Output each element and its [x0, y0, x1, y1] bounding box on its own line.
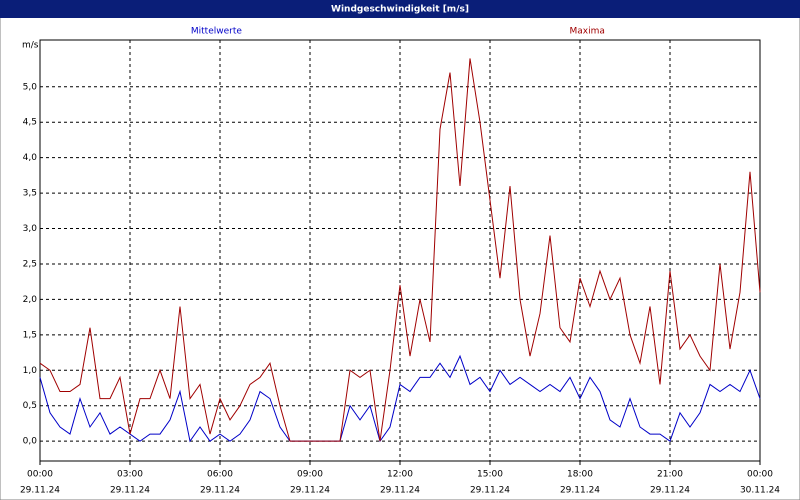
x-tick-label: 03:00 — [117, 470, 143, 480]
y-tick-label: 2,0 — [23, 295, 38, 305]
y-tick-label: 0,5 — [23, 401, 37, 411]
y-tick-label: 2,5 — [23, 259, 37, 269]
x-tick-label: 29.11.24 — [470, 486, 510, 496]
x-tick-label: 29.11.24 — [380, 486, 420, 496]
x-tick-label: 29.11.24 — [560, 486, 600, 496]
x-tick-label: 00:00 — [27, 470, 53, 480]
legend-label: Maxima — [570, 27, 605, 37]
series-line — [39, 354, 761, 443]
x-tick-label: 30.11.24 — [740, 486, 780, 496]
title-bar — [0, 0, 800, 18]
x-tick-label: 18:00 — [567, 470, 593, 480]
x-tick-label: 29.11.24 — [290, 486, 330, 496]
y-tick-label: 3,0 — [23, 224, 38, 234]
y-axis-label: m/s — [22, 41, 39, 51]
y-tick-label: 4,5 — [23, 118, 37, 128]
y-tick-label: 5,0 — [23, 82, 38, 92]
legend-label: Mittelwerte — [191, 27, 242, 37]
x-tick-label: 29.11.24 — [110, 486, 150, 496]
y-tick-label: 1,0 — [23, 366, 38, 376]
x-tick-label: 00:00 — [747, 470, 773, 480]
chart-title: Windgeschwindigkeit [m/s] — [331, 5, 469, 15]
x-tick-label: 12:00 — [387, 470, 413, 480]
x-tick-label: 06:00 — [207, 470, 233, 480]
y-tick-label: 4,0 — [23, 153, 38, 163]
x-tick-label: 09:00 — [297, 470, 323, 480]
y-tick-label: 0,0 — [23, 437, 38, 447]
y-tick-label: 3,5 — [23, 189, 37, 199]
x-tick-label: 15:00 — [477, 470, 503, 480]
x-tick-label: 21:00 — [657, 470, 683, 480]
x-tick-label: 29.11.24 — [650, 486, 690, 496]
y-tick-label: 1,5 — [23, 330, 37, 340]
series-line — [39, 58, 761, 442]
x-tick-label: 29.11.24 — [200, 486, 240, 496]
x-tick-label: 29.11.24 — [20, 486, 60, 496]
